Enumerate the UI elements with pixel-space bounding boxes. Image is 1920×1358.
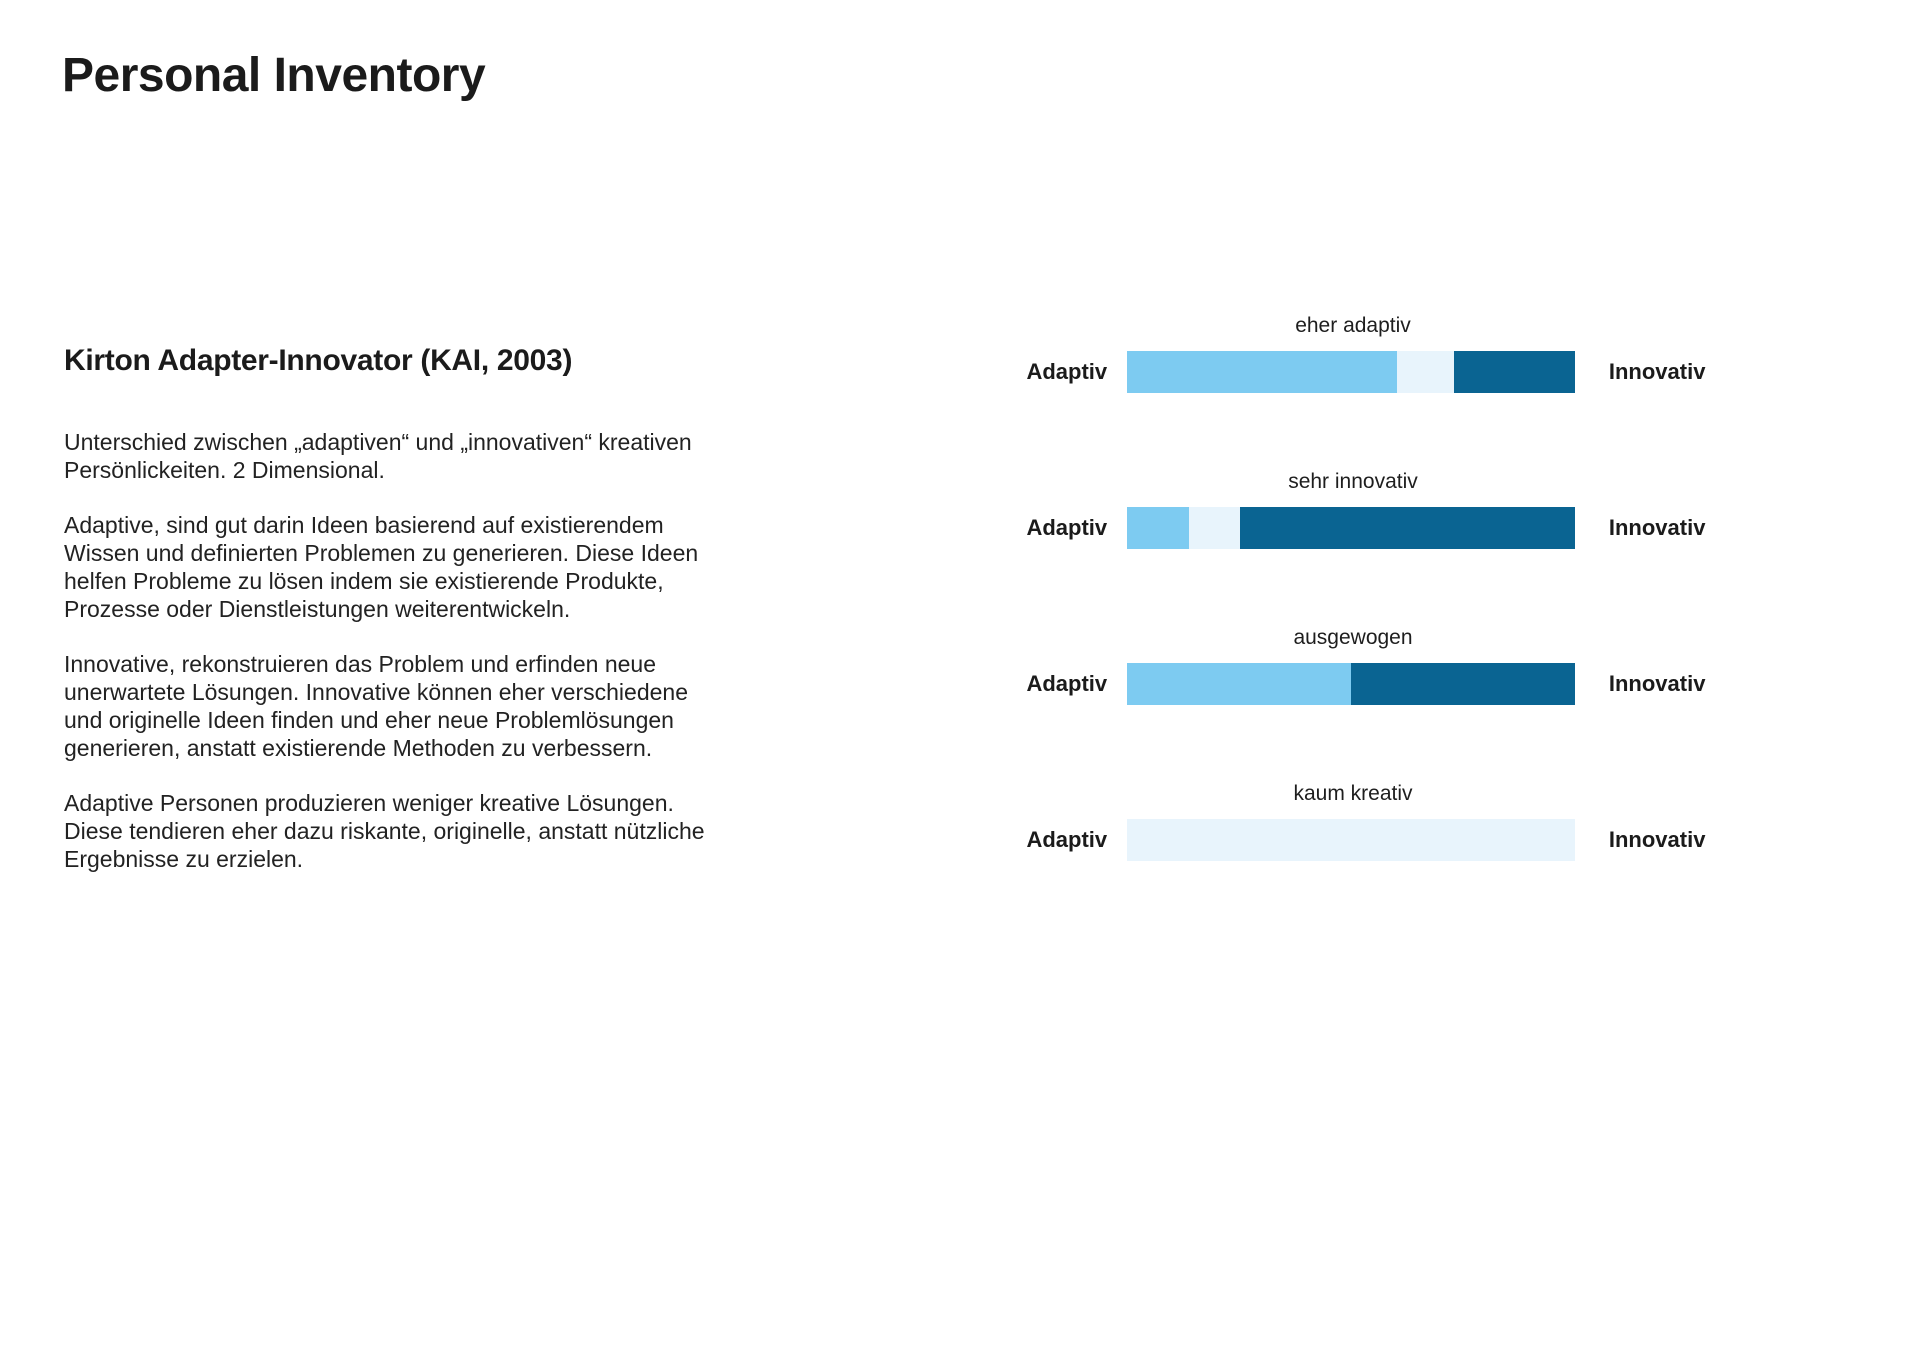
innovativ-label: Innovativ [1608,827,1706,852]
kai-bar [1127,507,1575,549]
bar-segment-neutral [1127,819,1575,861]
paragraph-adaptive: Adaptive, sind gut darin Ideen basierend… [64,512,699,622]
chart-row-eher-adaptiv: eher adaptiv Adaptiv Innovativ [938,314,1778,393]
page-title: Personal Inventory [62,49,486,102]
text-column: Kirton Adapter-Innovator (KAI, 2003) Unt… [64,344,726,900]
adaptiv-label: Adaptiv [1026,827,1108,852]
bar-segment-innovativ [1454,351,1575,393]
innovativ-label: Innovativ [1608,515,1706,540]
scale-caption: kaum kreativ [1293,782,1413,805]
paragraph-adaptive-personen: Adaptive Personen produzieren weniger kr… [64,790,705,872]
scale-caption: sehr innovativ [1288,470,1418,493]
bar-segment-adaptiv [1127,663,1351,705]
paragraph-innovative: Innovative, rekonstruieren das Problem u… [64,651,688,761]
kai-bar [1127,819,1575,861]
scale-caption: ausgewogen [1293,626,1413,649]
bar-segment-neutral [1396,351,1455,393]
chart-row-ausgewogen: ausgewogen Adaptiv Innovativ [938,626,1778,705]
paragraph-intro: Unterschied zwischen „adaptiven“ und „in… [64,429,692,483]
innovativ-label: Innovativ [1608,671,1706,696]
bar-segment-adaptiv [1127,507,1190,549]
chart-row-sehr-innovativ: sehr innovativ Adaptiv Innovativ [938,470,1778,549]
adaptiv-label: Adaptiv [1026,515,1108,540]
innovativ-label: Innovativ [1608,359,1706,384]
chart-row-kaum-kreativ: kaum kreativ Adaptiv Innovativ [938,782,1778,861]
kai-bar [1127,351,1575,393]
adaptiv-label: Adaptiv [1026,359,1108,384]
kai-bar [1127,663,1575,705]
bar-segment-innovativ [1351,663,1575,705]
kai-spectrum-chart: eher adaptiv Adaptiv Innovativ sehr inno… [938,314,1778,938]
scale-grid: Adaptiv Innovativ [938,663,1778,705]
scale-grid: Adaptiv Innovativ [938,507,1778,549]
bar-segment-neutral [1189,507,1241,549]
scale-grid: Adaptiv Innovativ [938,351,1778,393]
section-heading: Kirton Adapter-Innovator (KAI, 2003) [64,344,573,377]
bar-segment-innovativ [1240,507,1575,549]
bar-segment-adaptiv [1127,351,1397,393]
adaptiv-label: Adaptiv [1026,671,1108,696]
scale-grid: Adaptiv Innovativ [938,819,1778,861]
scale-caption: eher adaptiv [1295,314,1411,337]
